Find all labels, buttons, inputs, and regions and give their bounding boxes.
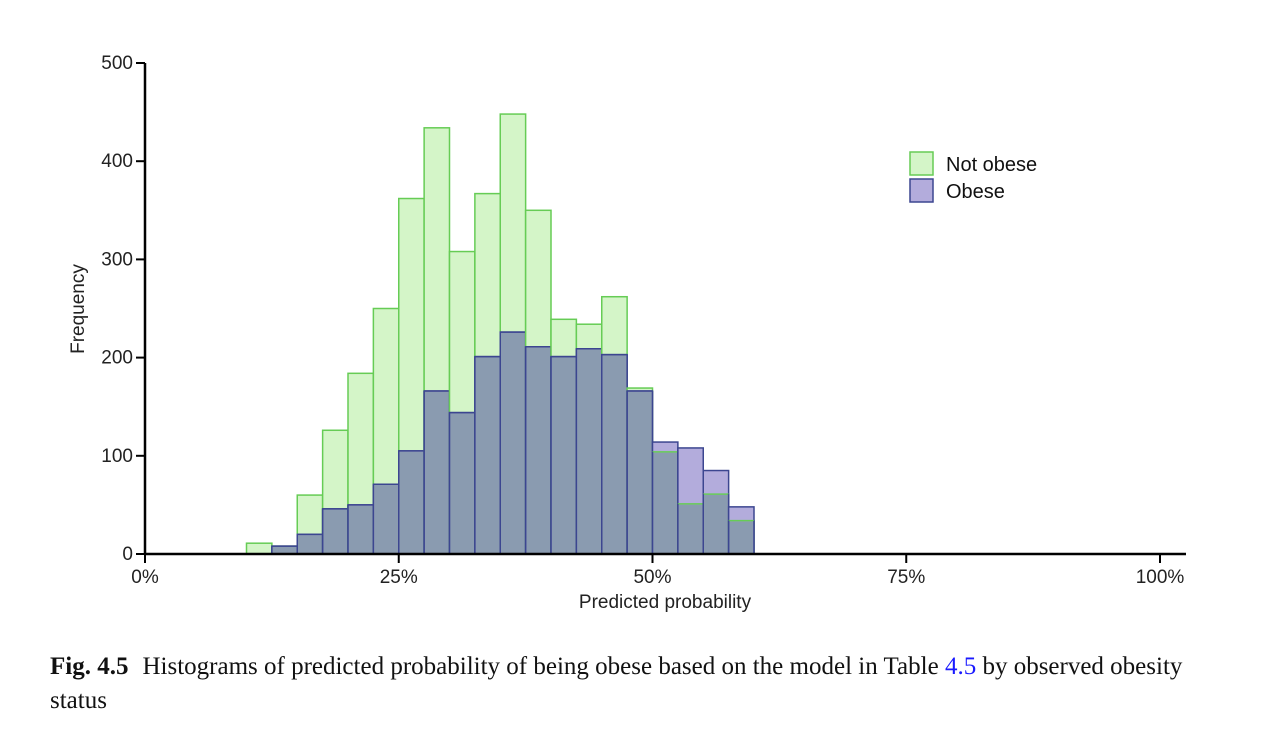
bar-overlap-7 <box>424 391 449 554</box>
bar-overlap-16 <box>653 452 678 554</box>
bar-overlap-17 <box>678 504 703 554</box>
x-tick-label-1: 25% <box>380 567 418 588</box>
x-tick-label-0: 0% <box>131 567 159 588</box>
bar-overlap-8 <box>450 413 475 554</box>
caption-table-link[interactable]: 4.5 <box>944 653 977 680</box>
bar-overlap-18 <box>704 494 728 554</box>
bar-overlap-3 <box>323 509 348 554</box>
bar-overlap-10 <box>501 332 525 554</box>
x-axis-title: Predicted probability <box>579 592 752 613</box>
bar-overlap-5 <box>374 485 398 554</box>
bar-overlap-15 <box>627 391 652 554</box>
bar-overlap-19 <box>729 521 754 554</box>
bar-overlap-6 <box>399 451 424 554</box>
bar-not-obese-0 <box>245 542 273 555</box>
legend-swatch-obese <box>909 178 934 203</box>
bar-overlap-14 <box>602 355 627 554</box>
bar-overlap-4 <box>348 505 373 554</box>
x-tick-label-3: 75% <box>887 567 925 588</box>
caption-text-after: by observed obesity status <box>50 653 1183 714</box>
axes-group <box>143 63 1186 556</box>
y-axis-title: Frequency <box>68 264 89 354</box>
bar-overlap-11 <box>526 347 551 554</box>
y-tick-label-0: 0 <box>122 544 133 565</box>
bar-overlap-2 <box>298 535 322 554</box>
caption-text-before: Histograms of predicted probability of b… <box>142 653 945 680</box>
y-tick-label-100: 100 <box>101 446 133 467</box>
y-tick-label-300: 300 <box>101 249 133 270</box>
histogram-chart: 0 100 200 300 400 500 0% 25% 50% 75% 100% Predict… <box>68 53 1186 613</box>
legend-label-not-obese: Not obese <box>946 154 1037 176</box>
caption-label: Fig. 4.5 <box>50 653 129 680</box>
y-tick-label-500: 500 <box>101 53 133 74</box>
legend-swatch-not-obese <box>909 151 934 176</box>
y-tick-label-400: 400 <box>101 151 133 172</box>
figure-caption: Fig. 4.5 Histograms of predicted probabil… <box>50 650 1220 718</box>
bars-group <box>245 113 755 555</box>
bar-overlap-13 <box>577 349 601 554</box>
x-ticks-group: 0% 25% 50% 75% 100% <box>131 554 1184 588</box>
x-tick-label-4: 100% <box>1136 567 1185 588</box>
legend: Not obese Obese <box>909 151 1037 203</box>
bar-overlap-9 <box>475 357 500 554</box>
y-tick-label-200: 200 <box>101 348 133 369</box>
bar-overlap-1 <box>272 546 297 554</box>
x-tick-label-2: 50% <box>633 567 671 588</box>
bar-overlap-12 <box>551 357 576 554</box>
legend-label-obese: Obese <box>946 181 1005 203</box>
y-ticks-group: 0 100 200 300 400 500 <box>101 53 145 565</box>
